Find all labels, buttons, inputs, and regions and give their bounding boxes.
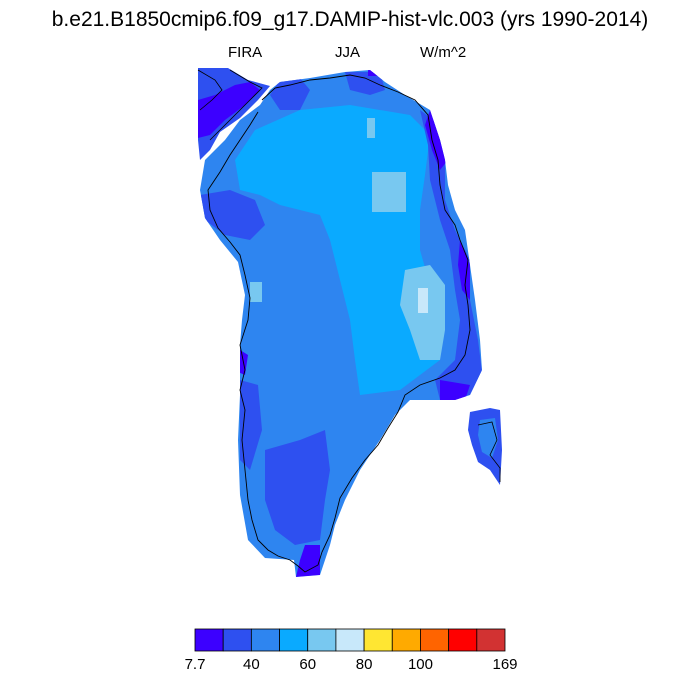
northwest-island xyxy=(197,68,270,160)
coastline xyxy=(207,74,471,573)
colorbar-tick-label: 80 xyxy=(356,656,373,673)
colorbar-tick-label: 40 xyxy=(243,656,260,673)
season-label: JJA xyxy=(335,44,361,61)
colorbar-swatch xyxy=(194,628,224,652)
colorbar-swatch xyxy=(476,628,506,652)
colorbar-tick-label: 7.7 xyxy=(185,656,206,673)
colorbar-swatch xyxy=(250,628,280,652)
colorbar-swatch xyxy=(363,628,393,652)
colorbar-tick-label: 169 xyxy=(492,656,517,673)
colorbar-swatch xyxy=(420,628,450,652)
colorbar-swatch xyxy=(307,628,337,652)
colorbar-swatch xyxy=(391,628,421,652)
plot-title: b.e21.B1850cmip6.f09_g17.DAMIP-hist-vlc.… xyxy=(51,8,649,31)
units-label: W/m^2 xyxy=(420,44,467,61)
colorbar-swatch xyxy=(279,628,309,652)
variable-label: FIRA xyxy=(228,44,263,61)
colorbar-swatch xyxy=(222,628,252,652)
colorbar-swatch xyxy=(448,628,478,652)
colorbar-tick-label: 100 xyxy=(408,656,433,673)
field-cells xyxy=(200,70,482,577)
colorbar-tick-label: 60 xyxy=(299,656,316,673)
east-island xyxy=(468,408,502,485)
colorbar-swatch xyxy=(335,628,365,652)
